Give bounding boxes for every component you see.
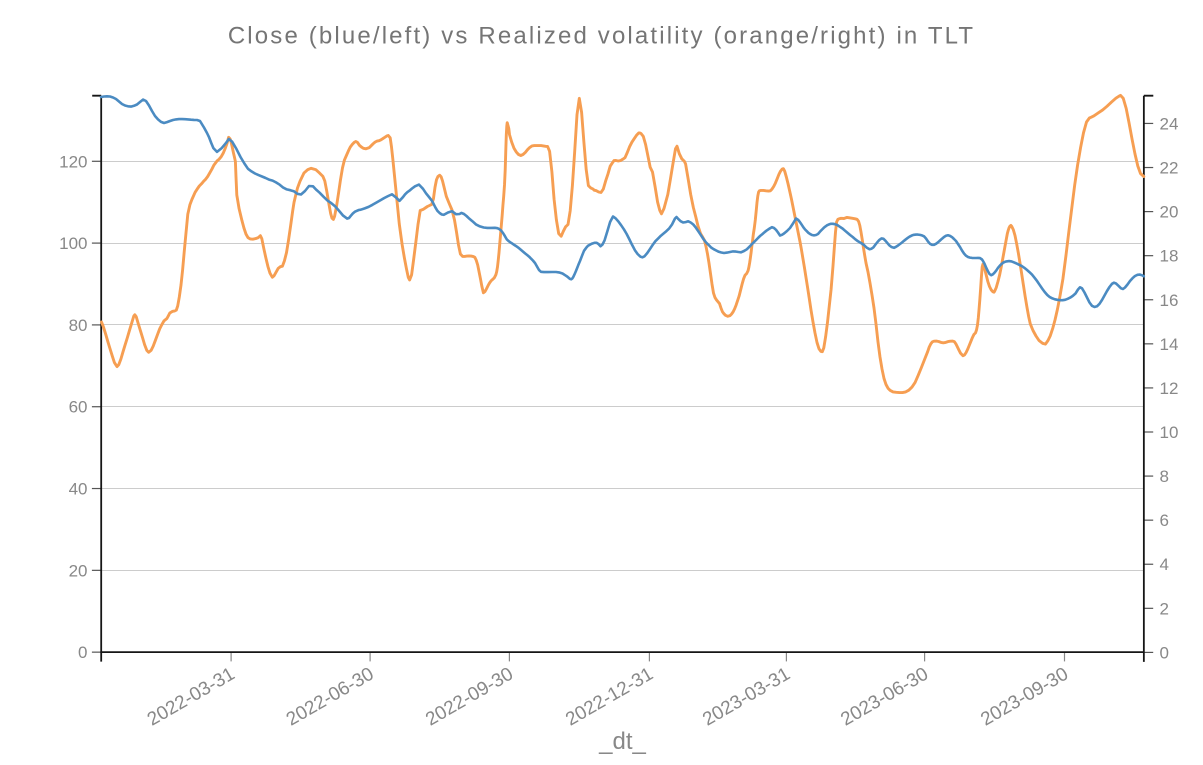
svg-text:12: 12: [1160, 379, 1179, 398]
svg-text:20: 20: [69, 561, 88, 580]
svg-text:18: 18: [1160, 247, 1179, 266]
svg-text:4: 4: [1160, 555, 1169, 574]
svg-text:2: 2: [1160, 599, 1169, 618]
svg-text:22: 22: [1160, 159, 1179, 178]
svg-text:100: 100: [59, 234, 87, 253]
svg-text:0: 0: [1160, 643, 1169, 662]
svg-text:40: 40: [69, 480, 88, 499]
svg-text:20: 20: [1160, 203, 1179, 222]
svg-text:80: 80: [69, 316, 88, 335]
svg-text:Close (blue/left) vs Realized: Close (blue/left) vs Realized volatility…: [228, 23, 975, 50]
svg-text:8: 8: [1160, 467, 1169, 486]
svg-text:_dt_: _dt_: [598, 728, 646, 755]
svg-text:16: 16: [1160, 291, 1179, 310]
svg-text:60: 60: [69, 398, 88, 417]
svg-text:24: 24: [1160, 114, 1179, 133]
svg-text:10: 10: [1160, 423, 1179, 442]
svg-text:120: 120: [59, 152, 87, 171]
svg-text:14: 14: [1160, 335, 1179, 354]
svg-text:6: 6: [1160, 511, 1169, 530]
svg-text:0: 0: [78, 643, 87, 662]
